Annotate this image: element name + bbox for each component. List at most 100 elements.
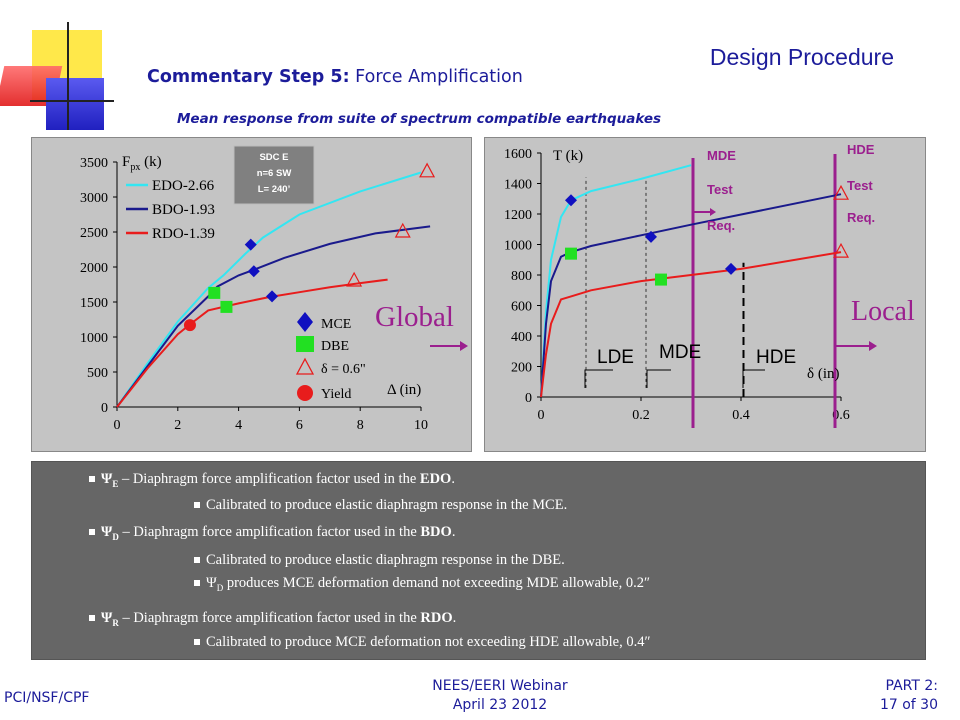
local-chart-axes: 0 0.2 0.4 0.6 0 200 400 600 800 1000 1200 1400 1600 [504,147,850,423]
local-arrow-head-icon [869,341,877,351]
mce-marker [247,265,260,278]
local-x-axis-title: δ (in) [807,366,839,382]
series-line-rdo [540,251,842,398]
x-tick-label: 0.2 [632,408,650,423]
footer-org: PCI/NSF/CPF [4,690,90,706]
slide-subtitle: Mean response from suite of spectrum com… [177,111,662,127]
y-tick-label: 1400 [504,178,532,193]
delta-marker [419,162,436,178]
x-tick-label: 0.4 [732,408,750,423]
y-tick-label: 600 [511,300,532,315]
slide-title-rest: Force Amplification [349,67,523,87]
mce-marker [266,290,279,303]
x-tick-label: 8 [357,418,364,433]
global-y-axis-title: Fpx (k) [122,154,162,173]
note-psi-d: ΨD – Diaphragm force amplification facto… [89,524,455,542]
mce-legend-diamond-icon [297,312,313,332]
legend-bdo: BDO-1.93 [152,202,215,218]
sdc-info-box: SDC E n=6 SW L= 240’ [233,145,315,205]
mde-note-line2: Test [707,182,733,197]
footer-page: PART 2: 17 of 30 [880,677,938,715]
bullet-icon [194,638,200,645]
section-title: Design Procedure [709,44,894,70]
x-tick-label: 4 [235,418,242,433]
logo-horizontal-line [30,100,114,102]
notes-panel: ΨE – Diaphragm force amplification facto… [31,461,926,660]
legend-yield: Yield [321,387,351,402]
y-tick-label: 200 [511,361,532,376]
mce-marker [645,230,657,243]
y-tick-label: 1600 [504,147,532,162]
yield-legend-circle-icon [297,385,313,401]
bullet-icon [89,528,95,535]
local-chart-panel: 0 0.2 0.4 0.6 0 200 400 600 800 1000 1200 1400 1600 … [484,137,926,452]
y-tick-label: 0 [525,391,532,406]
mce-marker [565,194,577,207]
note-psi-e: ΨE – Diaphragm force amplification facto… [89,471,455,489]
zone-label-mde: MDE [659,342,701,363]
info-n: n=6 SW [257,168,292,179]
y-tick-label: 1200 [504,208,532,223]
y-tick-label: 1000 [504,239,532,254]
global-chart-markers [183,162,468,351]
y-tick-label: 500 [87,366,108,381]
global-chart-axes: 0 2 4 6 8 10 0 500 1000 1500 2000 2500 3000 3500 [80,156,428,433]
delta-marker [346,271,363,287]
marker-legend: MCE DBE δ = 0.6" Yield [295,312,366,402]
zone-label-lde: LDE [597,347,634,368]
x-tick-label: 0 [538,408,545,423]
zone-label-hde: HDE [756,347,796,368]
footer-event-date: April 23 2012 [452,697,548,713]
series-line-bdo-1.93 [116,225,431,408]
local-chart: 0 0.2 0.4 0.602004006008001000120014001600 … [504,142,915,428]
global-label: Global [375,301,454,333]
note-psi-d-sub2: ΨD produces MCE deformation demand not e… [194,575,650,593]
global-chart-panel: 0 2 4 6 8 10 0 500 1000 1500 2000 2500 3000 3500 Fpx … [31,137,472,452]
y-tick-label: 2500 [80,226,108,241]
x-tick-label: 0.6 [832,408,850,423]
hde-note-line1: HDE [847,142,875,157]
delta-marker [832,242,850,258]
legend-delta: δ = 0.6" [321,362,366,377]
mde-note-line1: MDE [707,148,736,163]
dbe-marker [220,300,233,313]
delta-legend-triangle-icon [295,357,315,375]
y-tick-label: 1500 [80,296,108,311]
info-l: L= 240’ [258,184,290,195]
dbe-marker [208,286,221,299]
y-tick-label: 800 [511,269,532,284]
logo-vertical-line [67,22,69,130]
x-tick-label: 2 [174,418,181,433]
footer-part: PART 2: [885,678,938,694]
slide-title-bold: Commentary Step 5: [147,67,350,87]
global-chart: 0 2 4 6 8 10 0 500 1000 1500 2000 2500 3000 3500 Fpx … [80,145,468,433]
legend-rdo: RDO-1.39 [152,226,215,242]
mce-marker [244,238,257,251]
mde-pointer [646,369,671,388]
footer-event: NEES/EERI Webinar April 23 2012 [400,677,600,715]
mde-note-line3: Req. [707,218,735,233]
global-x-axis-title: Δ (in) [387,382,421,398]
delta-marker [832,184,850,200]
legend-mce: MCE [321,317,351,332]
series-line-edo [540,164,692,398]
legend-edo: EDO-2.66 [152,178,215,194]
hde-pointer [742,369,765,388]
bullet-icon [89,614,95,621]
global-chart-series [116,171,431,408]
note-psi-e-sub: Calibrated to produce elastic diaphragm … [194,497,567,514]
footer-event-name: NEES/EERI Webinar [432,678,568,694]
bullet-icon [89,475,95,482]
yield-marker [183,319,196,332]
logo-blue-square [46,78,104,130]
mde-arrow-head-icon [710,208,716,216]
y-tick-label: 1000 [80,331,108,346]
note-psi-r-sub: Calibrated to produce MCE deformation no… [194,634,651,651]
local-y-axis-title: T (k) [553,148,583,164]
x-tick-label: 10 [414,418,428,433]
y-tick-label: 3000 [80,191,108,206]
x-tick-label: 6 [296,418,303,433]
slide-title: Commentary Step 5: Force Amplification [147,67,523,87]
note-psi-d-sub1: Calibrated to produce elastic diaphragm … [194,552,565,569]
series-line-rdo-1.39 [116,278,388,408]
